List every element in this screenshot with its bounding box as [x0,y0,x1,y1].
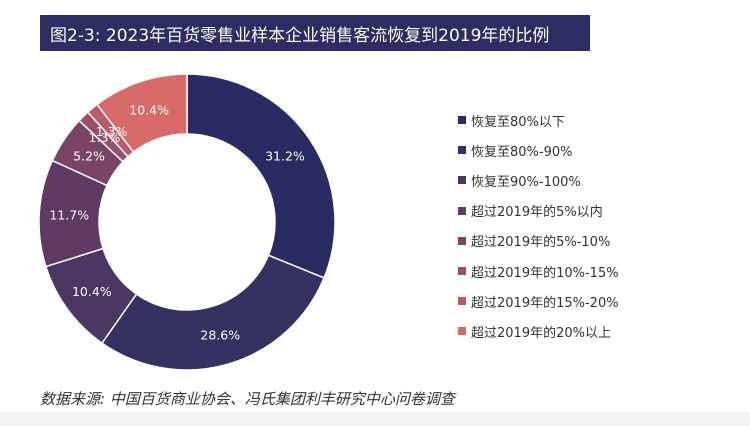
donut-slice [186,73,336,279]
slice-label: 5.2% [73,149,105,164]
legend-swatch [458,176,466,185]
legend-label: 超过2019年的5%以内 [471,205,603,221]
donut-slice [100,254,325,371]
legend-item: 超过2019年的15%-20% [458,286,738,316]
slice-label: 31.2% [265,149,305,164]
legend-swatch [458,206,466,215]
slice-label: 1.3% [96,124,128,139]
legend-swatch [458,267,466,276]
legend-item: 恢复至90%-100% [458,165,738,195]
legend-item: 超过2019年的5%以内 [458,196,738,226]
slice-label: 1.3% [89,130,121,145]
legend-label: 超过2019年的15%-20% [471,295,619,311]
legend-item: 恢复至80%-90% [458,135,738,165]
legend-item: 超过2019年的20%以上 [458,316,738,346]
legend-item: 超过2019年的5%-10% [458,226,738,256]
legend-swatch [458,327,466,336]
donut-slice [96,73,188,154]
slice-label: 28.6% [200,328,240,343]
bottom-band [0,412,750,426]
legend-swatch [458,297,466,306]
legend-label: 恢复至90%-100% [471,174,581,190]
slice-label: 10.4% [129,103,169,118]
legend-label: 恢复至80%以下 [471,114,565,130]
legend-swatch [458,236,466,245]
legend-label: 超过2019年的10%-15% [471,265,619,281]
legend-label: 超过2019年的20%以上 [471,325,611,341]
slice-label: 11.7% [49,207,89,222]
legend-item: 恢复至80%以下 [458,105,738,135]
legend-swatch [458,116,466,125]
legend-item: 超过2019年的10%-15% [458,256,738,286]
legend-label: 超过2019年的5%-10% [471,235,611,251]
chart-title: 图2-3: 2023年百货零售业样本企业销售客流恢复到2019年的比例 [40,15,590,51]
chart-legend: 恢复至80%以下 恢复至80%-90% 恢复至90%-100% 超过2019年的5%以… [458,105,738,347]
legend-swatch [458,146,466,155]
slice-label: 10.4% [72,284,112,299]
legend-label: 恢复至80%-90% [471,144,573,160]
source-note: 数据来源: 中国百货商业协会、冯氏集团利丰研究中心问卷调查 [40,390,455,408]
